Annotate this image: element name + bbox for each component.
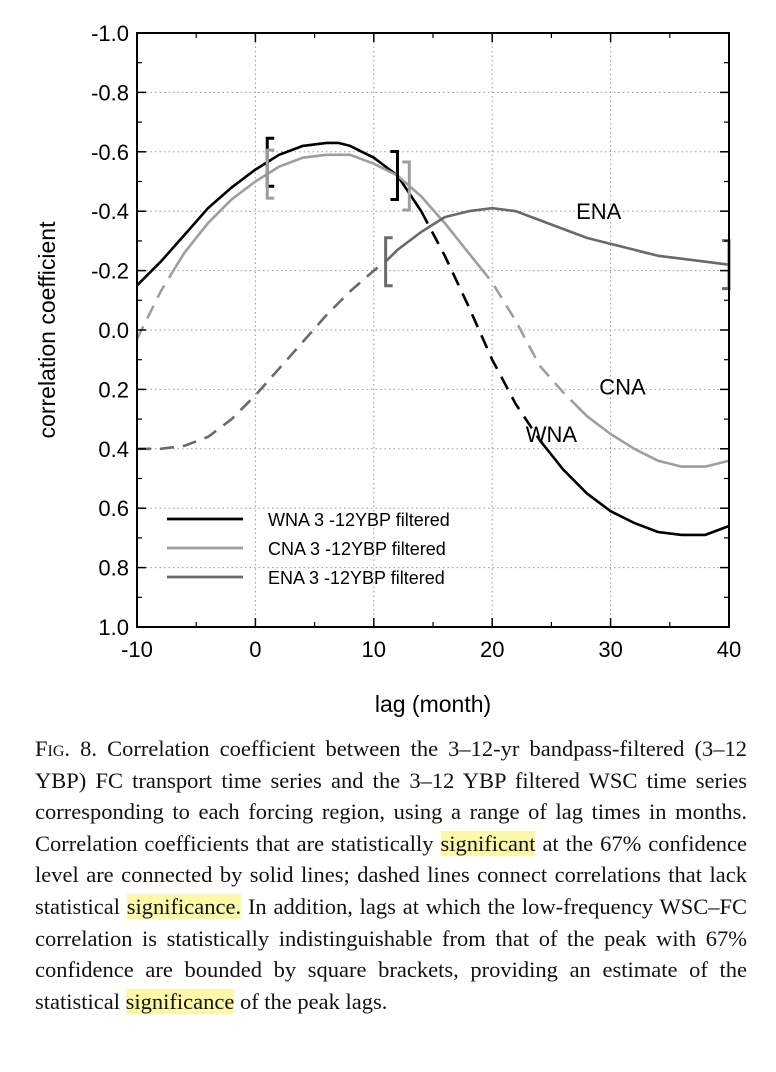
legend-entry-cna: CNA 3 -12YBP filtered — [268, 539, 446, 559]
caption-highlight-1: significant — [440, 830, 536, 856]
y-tick-label: -1.0 — [91, 21, 129, 46]
grid-lines — [137, 33, 729, 627]
y-tick-label: 0.6 — [98, 496, 129, 521]
figure-label: Fig. 8. — [35, 736, 97, 761]
bracket-wna — [390, 150, 399, 202]
bracket-cna — [265, 148, 275, 200]
series-line-wna-dashed — [420, 210, 541, 441]
y-tick-label: 0.2 — [98, 377, 129, 402]
y-tick-label: -0.2 — [91, 259, 129, 284]
axis-ticks — [136, 32, 730, 628]
series-line-cna-solid — [574, 403, 730, 468]
bracket-cna — [402, 160, 411, 212]
caption-text-1: Correlation coefficient between the 3–12… — [35, 736, 747, 856]
y-tick-label: -0.4 — [91, 199, 129, 224]
correlation-chart: -10 0 10 20 30 40 -1.0 -0.8 -0.6 -0.4 -0.2 0.0 0.2 0.… — [34, 21, 741, 717]
caption-highlight-2: significance. — [126, 893, 242, 919]
y-tick-label: -0.6 — [91, 140, 129, 165]
x-tick-label: 30 — [598, 637, 622, 662]
significance-brackets — [265, 136, 731, 291]
y-tick-label: -0.8 — [91, 80, 129, 105]
legend-entry-wna: WNA 3 -12YBP filtered — [268, 510, 450, 530]
y-tick-label: 0.4 — [98, 437, 129, 462]
series-label-wna: WNA — [526, 422, 578, 447]
y-tick-label: 0.8 — [98, 556, 129, 581]
series-lines — [135, 141, 730, 537]
series-label-ena: ENA — [576, 199, 622, 224]
y-tick-label: 0.0 — [98, 318, 129, 343]
caption-text-2: at the 67% confidence level are connecte… — [35, 830, 747, 919]
series-line-wna-solid — [538, 439, 730, 537]
series-line-cna-dashed — [135, 271, 174, 340]
series-line-ena-dashed — [137, 260, 387, 451]
series-line-cna-dashed — [479, 266, 577, 406]
caption-highlight-3: significance — [125, 988, 235, 1014]
series-line-cna-solid — [171, 153, 482, 273]
x-tick-label: 0 — [249, 637, 261, 662]
plot-frame — [136, 32, 730, 628]
series-label-cna: CNA — [599, 374, 646, 399]
y-tick-label: 1.0 — [98, 615, 129, 640]
legend: WNA 3 -12YBP filtered CNA 3 -12YBP filter… — [167, 510, 450, 588]
x-tick-label: 20 — [480, 637, 504, 662]
x-axis-title: lag (month) — [375, 691, 491, 717]
x-tick-label: 10 — [362, 637, 386, 662]
bracket-ena — [384, 236, 393, 288]
x-tick-label: 40 — [717, 637, 741, 662]
series-line-wna-solid — [136, 141, 423, 287]
figure-caption: Fig. 8. Correlation coefficient between … — [35, 733, 747, 1017]
caption-text-3: In addition, lags at which the low-frequ… — [35, 893, 747, 1014]
series-line-ena-solid — [384, 206, 730, 266]
caption-text-4: of the peak lags. — [234, 988, 388, 1014]
tick-labels: -10 0 10 20 30 40 -1.0 -0.8 -0.6 -0.4 -0.2 0.0 0.2 0.… — [91, 21, 741, 662]
x-tick-label: -10 — [121, 637, 153, 662]
legend-entry-ena: ENA 3 -12YBP filtered — [268, 568, 445, 588]
y-axis-title: correlation coefficient — [34, 221, 60, 439]
series-labels: WNA CNA ENA — [526, 199, 646, 447]
